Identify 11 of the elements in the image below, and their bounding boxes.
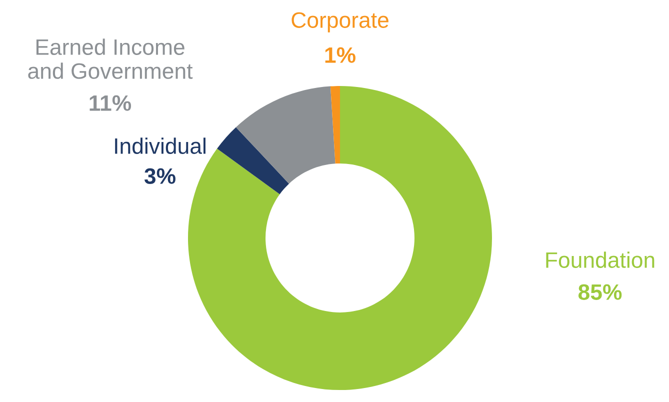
data-label: 85%: [578, 284, 622, 300]
data-label: 3%: [144, 168, 176, 184]
slice-label: Corporate: [292, 12, 388, 32]
donut-slice: [330, 86, 340, 164]
data-label: 1%: [325, 47, 356, 63]
slice-label: Earned Income and Government: [28, 38, 193, 79]
data-label: 11%: [90, 95, 132, 111]
donut-slice: [217, 127, 290, 194]
slice-label: Foundation: [546, 252, 654, 268]
slice-label: Individual: [115, 138, 206, 154]
donut-slice: [236, 86, 336, 184]
